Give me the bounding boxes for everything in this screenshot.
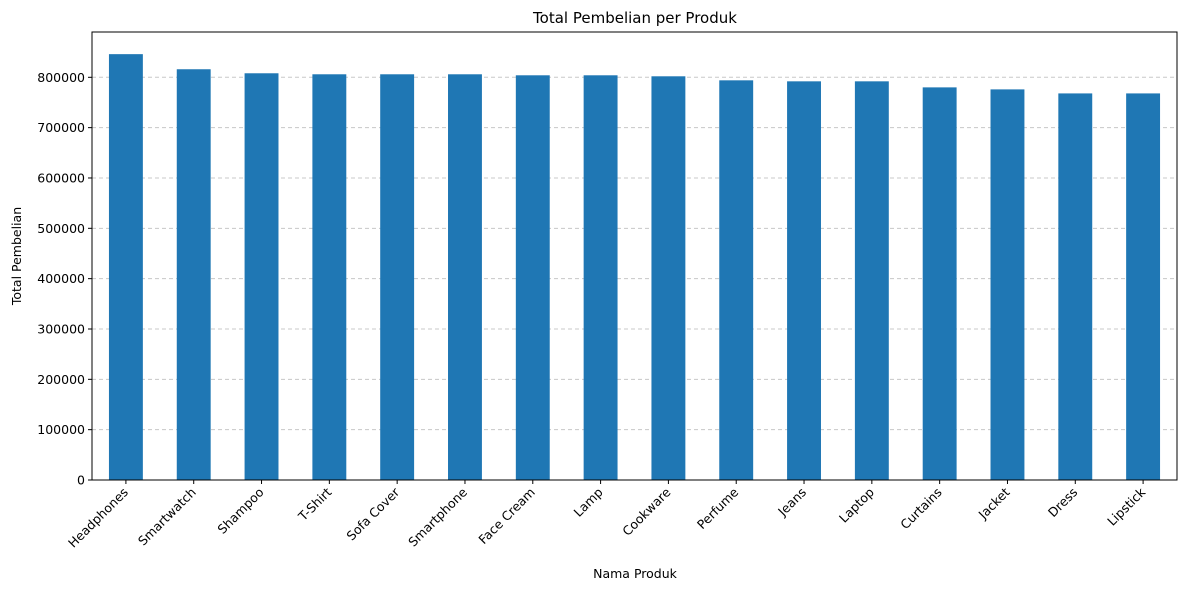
- x-tick-label: Face Cream: [475, 485, 537, 547]
- x-tick-label: Lipstick: [1104, 484, 1149, 529]
- x-tick-label: T-Shirt: [295, 484, 335, 524]
- y-axis-ticks: 0 100000 200000 300000 400000 500000 600000 700…: [37, 70, 92, 488]
- bar: [1058, 93, 1093, 480]
- x-tick-label: Sofa Cover: [343, 484, 402, 543]
- bar: [1126, 93, 1161, 480]
- x-tick-label: Smartphone: [405, 484, 470, 549]
- x-axis-label: Nama Produk: [593, 566, 678, 581]
- x-tick-label: Perfume: [694, 484, 742, 532]
- y-tick-label: 0: [77, 473, 85, 488]
- bar: [380, 74, 415, 481]
- x-axis-ticks: Headphones Smartwatch Shampoo T-Shirt Sofa C…: [65, 480, 1149, 551]
- y-tick-label: 800000: [37, 70, 85, 85]
- chart-title: Total Pembelian per Produk: [532, 9, 737, 27]
- bar: [244, 73, 279, 481]
- bar: [719, 80, 754, 480]
- x-tick-label: Laptop: [836, 484, 877, 525]
- bar: [583, 75, 618, 480]
- x-tick-label: Cookware: [619, 484, 673, 538]
- x-tick-label: Jacket: [975, 484, 1013, 522]
- plot-frame: [91, 31, 1178, 481]
- y-tick-label: 400000: [37, 271, 85, 286]
- bar: [108, 54, 143, 480]
- x-tick-label: Shampoo: [214, 485, 266, 537]
- bar: [651, 76, 686, 480]
- bar: [922, 87, 957, 480]
- bar: [990, 89, 1025, 480]
- x-tick-label: Curtains: [897, 485, 945, 533]
- y-tick-label: 100000: [37, 422, 85, 437]
- bar: [787, 81, 821, 481]
- y-tick-label: 600000: [37, 170, 85, 185]
- x-tick-label: Dress: [1045, 485, 1081, 521]
- x-tick-label: Smartwatch: [135, 485, 199, 549]
- y-tick-label: 300000: [37, 321, 85, 336]
- bar: [312, 74, 347, 481]
- x-tick-label: Headphones: [65, 485, 131, 551]
- y-tick-label: 700000: [37, 120, 85, 135]
- y-axis-label: Total Pembelian: [9, 207, 24, 306]
- bar: [515, 75, 550, 480]
- y-tick-label: 500000: [37, 221, 85, 236]
- bar: [176, 69, 211, 480]
- x-tick-label: Jeans: [774, 485, 809, 520]
- x-tick-label: Lamp: [571, 484, 606, 519]
- bars: [108, 54, 1161, 481]
- bar: [854, 81, 889, 481]
- y-tick-label: 200000: [37, 372, 85, 387]
- bar: [448, 74, 482, 481]
